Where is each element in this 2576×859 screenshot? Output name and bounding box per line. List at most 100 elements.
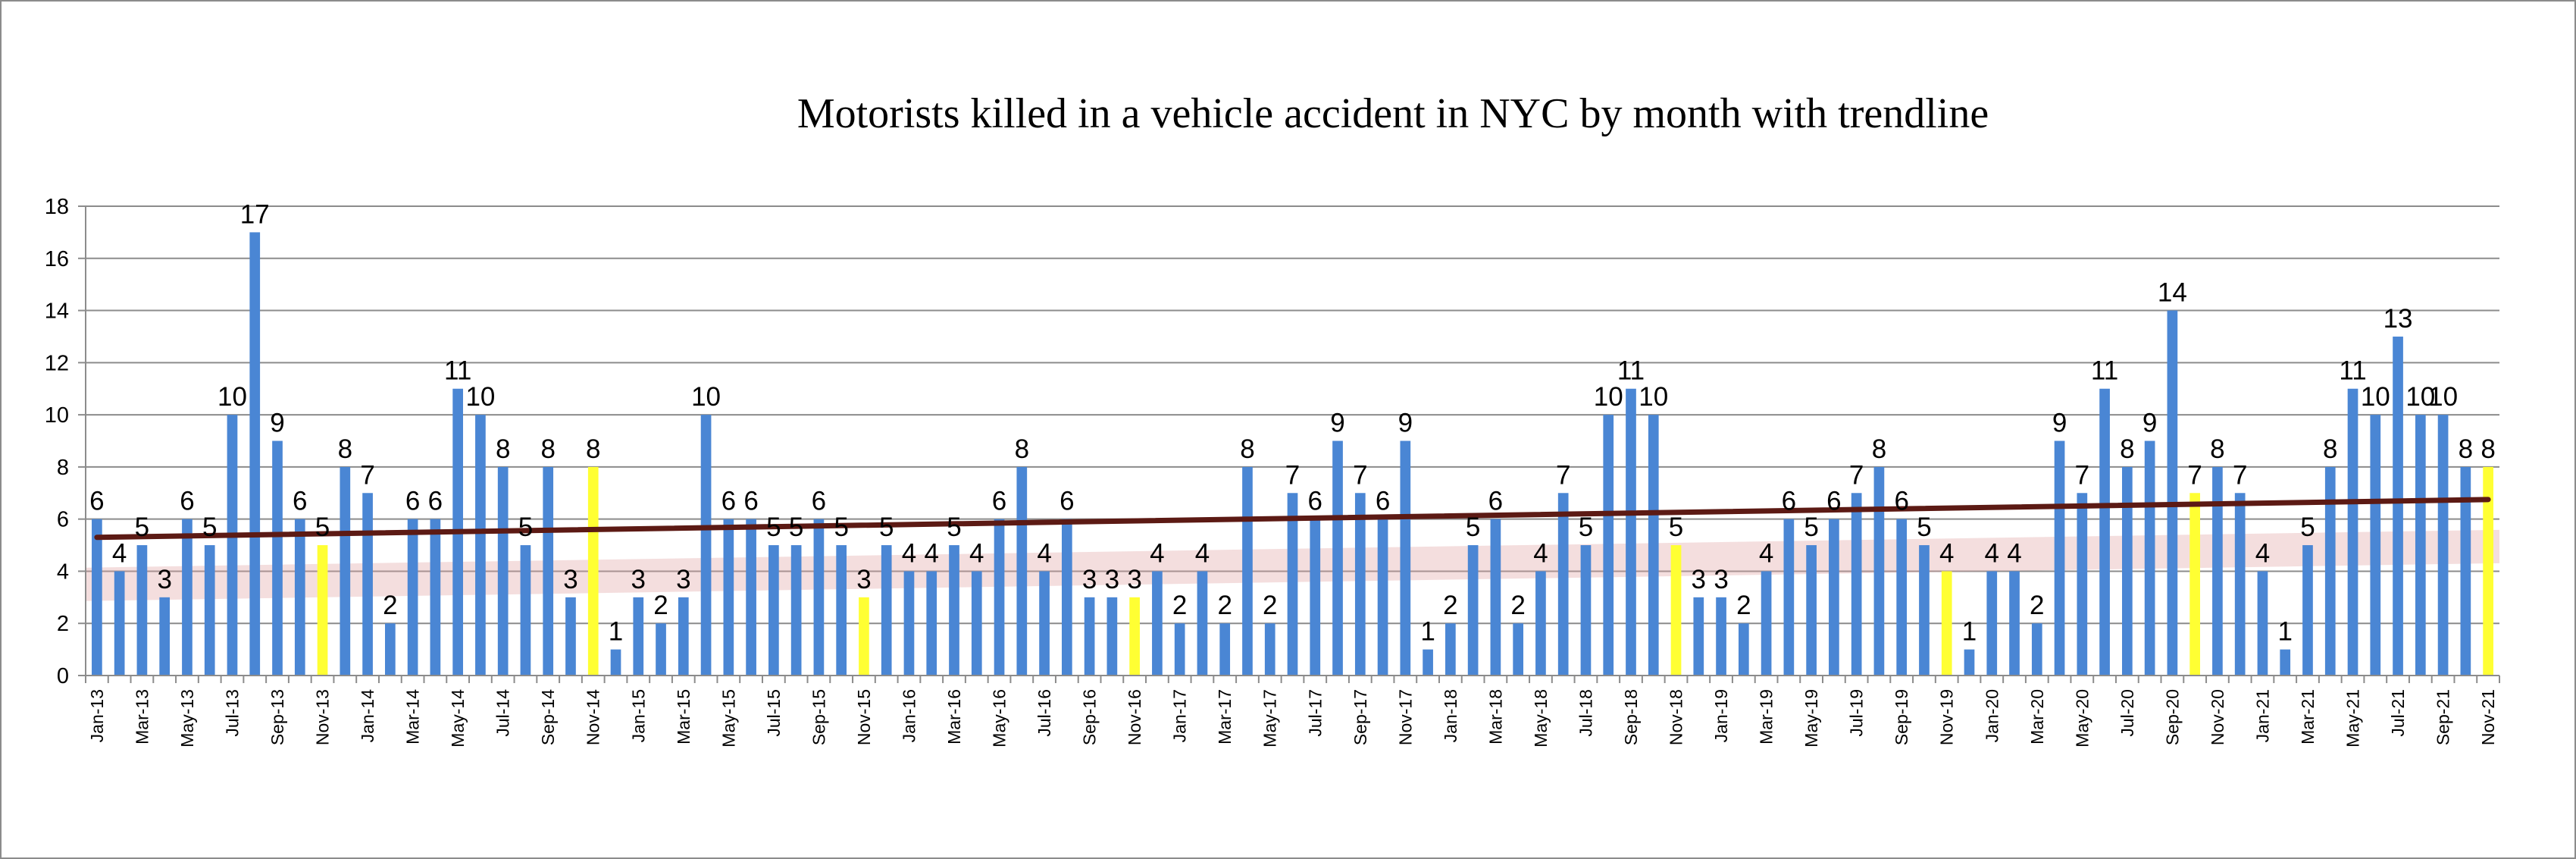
bar-Dec-16 — [1152, 571, 1163, 676]
data-label-Oct-13: 6 — [293, 487, 307, 516]
bar-Jul-14 — [497, 466, 509, 676]
data-label-Dec-16: 4 — [1150, 538, 1164, 568]
data-label-Oct-20: 7 — [2187, 460, 2202, 490]
bar-Feb-20 — [2009, 571, 2020, 676]
bar-Nov-20 — [2212, 466, 2223, 676]
xtick-label-Sep-15: Sep-15 — [809, 689, 828, 745]
bar-Jan-18 — [1445, 623, 1456, 676]
data-label-Aug-21: 10 — [2405, 382, 2435, 412]
bar-Apr-19 — [1783, 519, 1795, 676]
data-label-May-14: 11 — [444, 356, 471, 386]
data-label-Dec-17: 1 — [1420, 617, 1435, 647]
xtick-label-Jul-13: Jul-13 — [222, 689, 242, 737]
bar-Mar-17 — [1219, 623, 1231, 676]
xtick-label-Sep-13: Sep-13 — [268, 689, 287, 745]
bar-Feb-18 — [1467, 545, 1479, 676]
bar-Oct-13 — [294, 519, 305, 676]
bar-May-18 — [1535, 571, 1546, 676]
data-label-Oct-17: 6 — [1376, 487, 1390, 516]
xtick-label-May-19: May-19 — [1801, 689, 1821, 748]
bar-Mar-21 — [2302, 545, 2313, 676]
xtick-label-Mar-17: Mar-17 — [1215, 689, 1235, 745]
xtick-label-Nov-17: Nov-17 — [1395, 689, 1415, 745]
bar-Jun-18 — [1557, 493, 1569, 676]
data-label-Apr-21: 8 — [2323, 434, 2337, 464]
data-label-May-16: 6 — [992, 487, 1006, 516]
bar-Dec-14 — [610, 649, 621, 676]
xtick-label-Jan-15: Jan-15 — [628, 689, 648, 742]
data-label-Jan-20: 4 — [1985, 538, 1999, 568]
bar-Aug-16 — [1061, 519, 1072, 676]
data-label-Jun-15: 6 — [743, 487, 758, 516]
bar-Oct-19 — [1919, 545, 1930, 676]
bar-Mar-19 — [1761, 571, 1772, 676]
xtick-label-Jan-19: Jan-19 — [1711, 689, 1731, 742]
bar-Apr-20 — [2054, 440, 2065, 676]
data-label-Jun-13: 5 — [202, 513, 217, 542]
xtick-label-Jan-13: Jan-13 — [87, 689, 107, 742]
data-label-Apr-13: 3 — [157, 565, 171, 594]
data-label-Jul-21: 13 — [2384, 304, 2413, 334]
x-axis-ticks: Jan-13 Mar-13 May-13 Jul-13 Sep-13 Nov-13 Jan-… — [87, 689, 2498, 748]
ytick-label-10: 10 — [45, 403, 69, 428]
data-label-Nov-17: 9 — [1398, 409, 1413, 438]
xtick-label-Sep-20: Sep-20 — [2162, 689, 2182, 745]
bar-Feb-21 — [2280, 649, 2291, 676]
xtick-label-May-21: May-21 — [2343, 689, 2363, 748]
data-label-Nov-16: 3 — [1127, 565, 1141, 594]
data-label-Sep-13: 9 — [270, 409, 284, 438]
data-label-Mar-15: 3 — [676, 565, 690, 594]
bar-Apr-21 — [2324, 466, 2336, 676]
bar-Aug-13 — [249, 232, 261, 676]
bar-May-19 — [1806, 545, 1817, 676]
bar-Feb-17 — [1197, 571, 1208, 676]
xtick-label-Jul-18: Jul-18 — [1576, 689, 1595, 737]
ytick-label-14: 14 — [45, 299, 69, 324]
xtick-label-Nov-21: Nov-21 — [2478, 689, 2498, 745]
data-label-Nov-15: 3 — [856, 565, 871, 594]
xtick-label-Mar-13: Mar-13 — [132, 689, 152, 745]
bar-Jan-20 — [1986, 571, 1998, 676]
bar-Jan-13 — [92, 519, 102, 676]
data-label-Sep-17: 7 — [1353, 460, 1367, 490]
bar-Oct-14 — [565, 597, 576, 676]
data-label-Jan-15: 3 — [631, 565, 646, 594]
data-label-Mar-17: 2 — [1217, 591, 1232, 620]
data-label-Sep-16: 3 — [1082, 565, 1097, 594]
bar-May-20 — [2077, 493, 2088, 676]
data-label-Oct-14: 3 — [563, 565, 577, 594]
bar-Dec-17 — [1423, 649, 1433, 676]
data-label-Feb-13: 4 — [112, 538, 127, 568]
xtick-label-Jul-20: Jul-20 — [2117, 689, 2137, 737]
xtick-label-Jan-17: Jan-17 — [1170, 689, 1190, 742]
data-label-Apr-16: 4 — [969, 538, 984, 568]
bar-Jun-17 — [1287, 493, 1298, 676]
data-label-Apr-17: 8 — [1240, 434, 1254, 464]
bar-Jan-15 — [633, 597, 644, 676]
data-label-Aug-13: 17 — [240, 199, 270, 229]
bar-Nov-19 — [1941, 571, 1952, 676]
data-label-Sep-20: 14 — [2158, 278, 2187, 308]
data-label-Dec-15: 5 — [879, 513, 894, 542]
bar-Nov-15 — [859, 597, 869, 676]
bar-May-21 — [2347, 388, 2358, 676]
chart-title: Motorists killed in a vehicle accident i… — [797, 90, 1989, 137]
bar-Nov-16 — [1129, 597, 1140, 676]
bar-Jul-16 — [1039, 571, 1050, 676]
trendline — [94, 497, 2491, 541]
bar-Apr-16 — [971, 571, 982, 676]
bar-Nov-13 — [317, 545, 328, 676]
ytick-label-6: 6 — [57, 508, 69, 532]
bar-Sep-13 — [272, 440, 283, 676]
data-label-Mar-19: 4 — [1759, 538, 1773, 568]
bar-Feb-16 — [926, 571, 937, 676]
data-label-Sep-18: 11 — [1617, 356, 1645, 386]
data-label-Feb-18: 5 — [1466, 513, 1480, 542]
xtick-label-Nov-16: Nov-16 — [1125, 689, 1144, 745]
data-label-Apr-14: 6 — [428, 487, 443, 516]
data-label-Dec-19: 1 — [1962, 617, 1977, 647]
data-label-Jun-19: 6 — [1826, 487, 1841, 516]
data-label-Mar-20: 2 — [2030, 591, 2044, 620]
data-label-Jun-14: 10 — [465, 382, 495, 412]
